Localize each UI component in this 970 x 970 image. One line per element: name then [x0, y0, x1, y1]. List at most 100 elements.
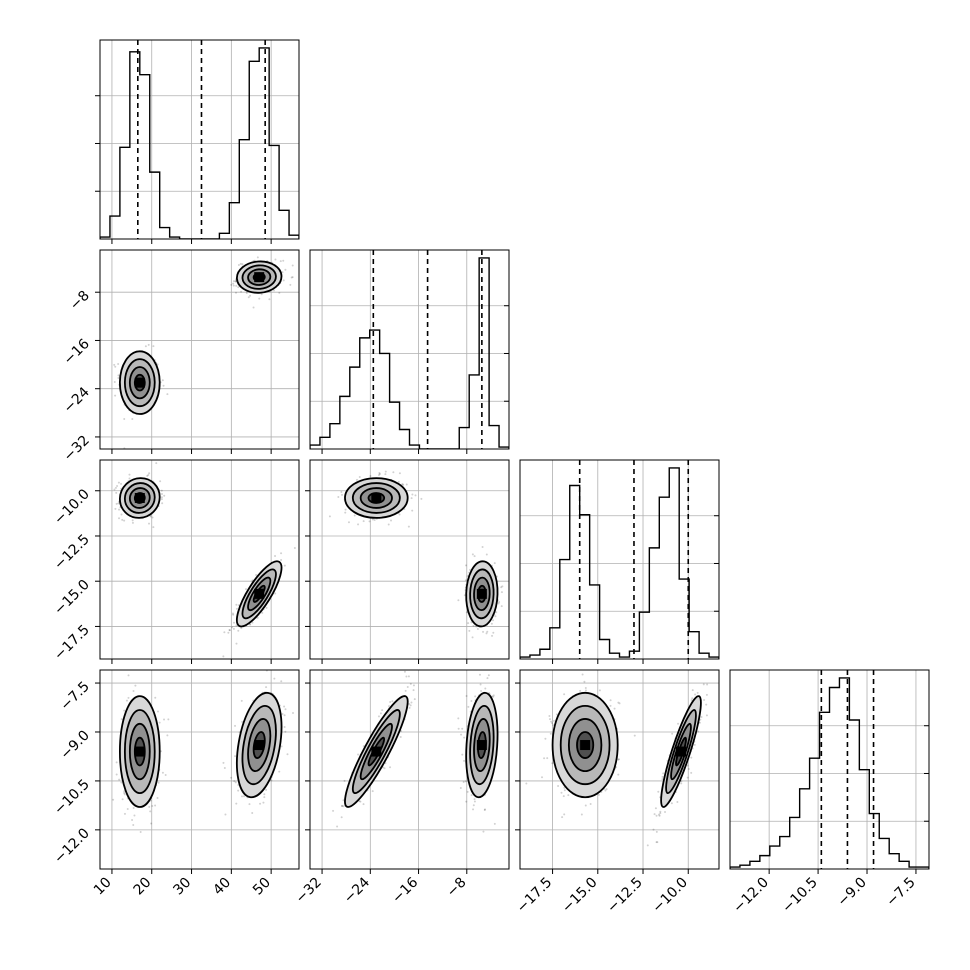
- scatter-point: [617, 758, 620, 761]
- scatter-point: [274, 554, 277, 557]
- scatter-point: [121, 798, 124, 801]
- scatter-point: [120, 718, 123, 721]
- scatter-point: [369, 475, 372, 478]
- scatter-point: [113, 363, 116, 366]
- scatter-point: [491, 634, 494, 637]
- scatter-point: [235, 284, 238, 287]
- scatter-panel-0-1: −32 −24 −16 −8: [61, 249, 300, 465]
- scatter-point: [659, 810, 662, 813]
- scatter-point: [618, 702, 621, 705]
- scatter-point: [473, 555, 476, 558]
- scatter-point: [123, 793, 126, 796]
- scatter-point: [280, 745, 283, 748]
- scatter-point: [549, 718, 552, 721]
- x-tick-label: −17.5: [514, 875, 556, 917]
- scatter-panel-1-3: −32 −24 −16 −8: [293, 669, 510, 907]
- scatter-point: [234, 755, 237, 758]
- scatter-point: [589, 803, 592, 806]
- scatter-point: [161, 379, 164, 382]
- scatter-point: [412, 689, 415, 692]
- scatter-point: [472, 624, 475, 627]
- scatter-point: [470, 621, 473, 624]
- hist-panel-0: [95, 39, 300, 244]
- scatter-point: [467, 622, 470, 625]
- density-peak: [254, 272, 265, 283]
- scatter-point: [494, 615, 497, 618]
- scatter-point: [228, 628, 231, 631]
- scatter-point: [399, 735, 402, 738]
- scatter-point: [471, 553, 474, 556]
- panel-frame: [309, 249, 510, 450]
- scatter-point: [373, 518, 376, 521]
- scatter-point: [696, 691, 699, 694]
- scatter-point: [123, 709, 126, 712]
- scatter-point: [391, 700, 394, 703]
- scatter-point: [401, 483, 404, 486]
- hist-panel-2: [519, 459, 720, 664]
- scatter-point: [118, 508, 121, 511]
- scatter-point: [336, 825, 339, 828]
- scatter-point: [371, 518, 374, 521]
- scatter-point: [492, 694, 495, 697]
- scatter-point: [230, 776, 233, 779]
- scatter-point: [342, 805, 345, 808]
- scatter-point: [160, 498, 163, 501]
- scatter-point: [127, 674, 130, 677]
- scatter-point: [120, 781, 123, 784]
- panel-content: [525, 673, 709, 847]
- density-peak: [476, 740, 487, 751]
- scatter-point: [500, 586, 503, 589]
- scatter-point: [247, 296, 250, 299]
- scatter-point: [562, 795, 565, 798]
- scatter-point: [235, 624, 238, 627]
- scatter-point: [613, 707, 616, 710]
- contour-line: [567, 718, 603, 773]
- scatter-point: [661, 778, 664, 781]
- contour-line: [344, 477, 409, 519]
- scatter-point: [548, 715, 551, 718]
- scatter-point: [159, 480, 162, 483]
- x-tick-label: 10: [91, 875, 115, 899]
- scatter-point: [468, 629, 471, 632]
- scatter-point: [690, 699, 693, 702]
- scatter-point: [698, 721, 701, 724]
- y-tick-label: −10.5: [51, 776, 93, 818]
- panel-content: [520, 460, 719, 659]
- scatter-point: [291, 711, 294, 714]
- scatter-point: [160, 496, 163, 499]
- y-tick-label: −12.5: [51, 531, 93, 573]
- scatter-point: [234, 724, 237, 727]
- panel-content: [730, 670, 929, 869]
- scatter-point: [163, 494, 166, 497]
- scatter-point: [154, 696, 157, 699]
- scatter-point: [664, 811, 667, 814]
- scatter-point: [152, 345, 155, 348]
- scatter-point: [260, 293, 263, 296]
- x-tick-label: −12.0: [730, 875, 772, 917]
- scatter-point: [160, 489, 163, 492]
- density-peak: [134, 746, 145, 757]
- scatter-point: [655, 814, 658, 817]
- panel-frame: [99, 39, 300, 240]
- scatter-point: [604, 789, 607, 792]
- scatter-point: [259, 802, 262, 805]
- scatter-point: [117, 377, 120, 380]
- scatter-point: [132, 823, 135, 826]
- scatter-point: [686, 776, 689, 779]
- scatter-point: [471, 636, 474, 639]
- scatter-point: [117, 374, 120, 377]
- panel-frame: [99, 459, 300, 660]
- scatter-point: [162, 384, 165, 387]
- scatter-point: [120, 513, 123, 516]
- scatter-point: [694, 693, 697, 696]
- scatter-point: [655, 841, 658, 844]
- scatter-point: [222, 761, 225, 764]
- contour-line: [241, 704, 277, 786]
- scatter-point: [480, 690, 483, 693]
- scatter-point: [470, 794, 473, 797]
- scatter-point: [280, 680, 283, 683]
- scatter-point: [289, 283, 292, 286]
- contour-line: [351, 709, 401, 795]
- scatter-point: [408, 706, 411, 709]
- scatter-point: [485, 553, 488, 556]
